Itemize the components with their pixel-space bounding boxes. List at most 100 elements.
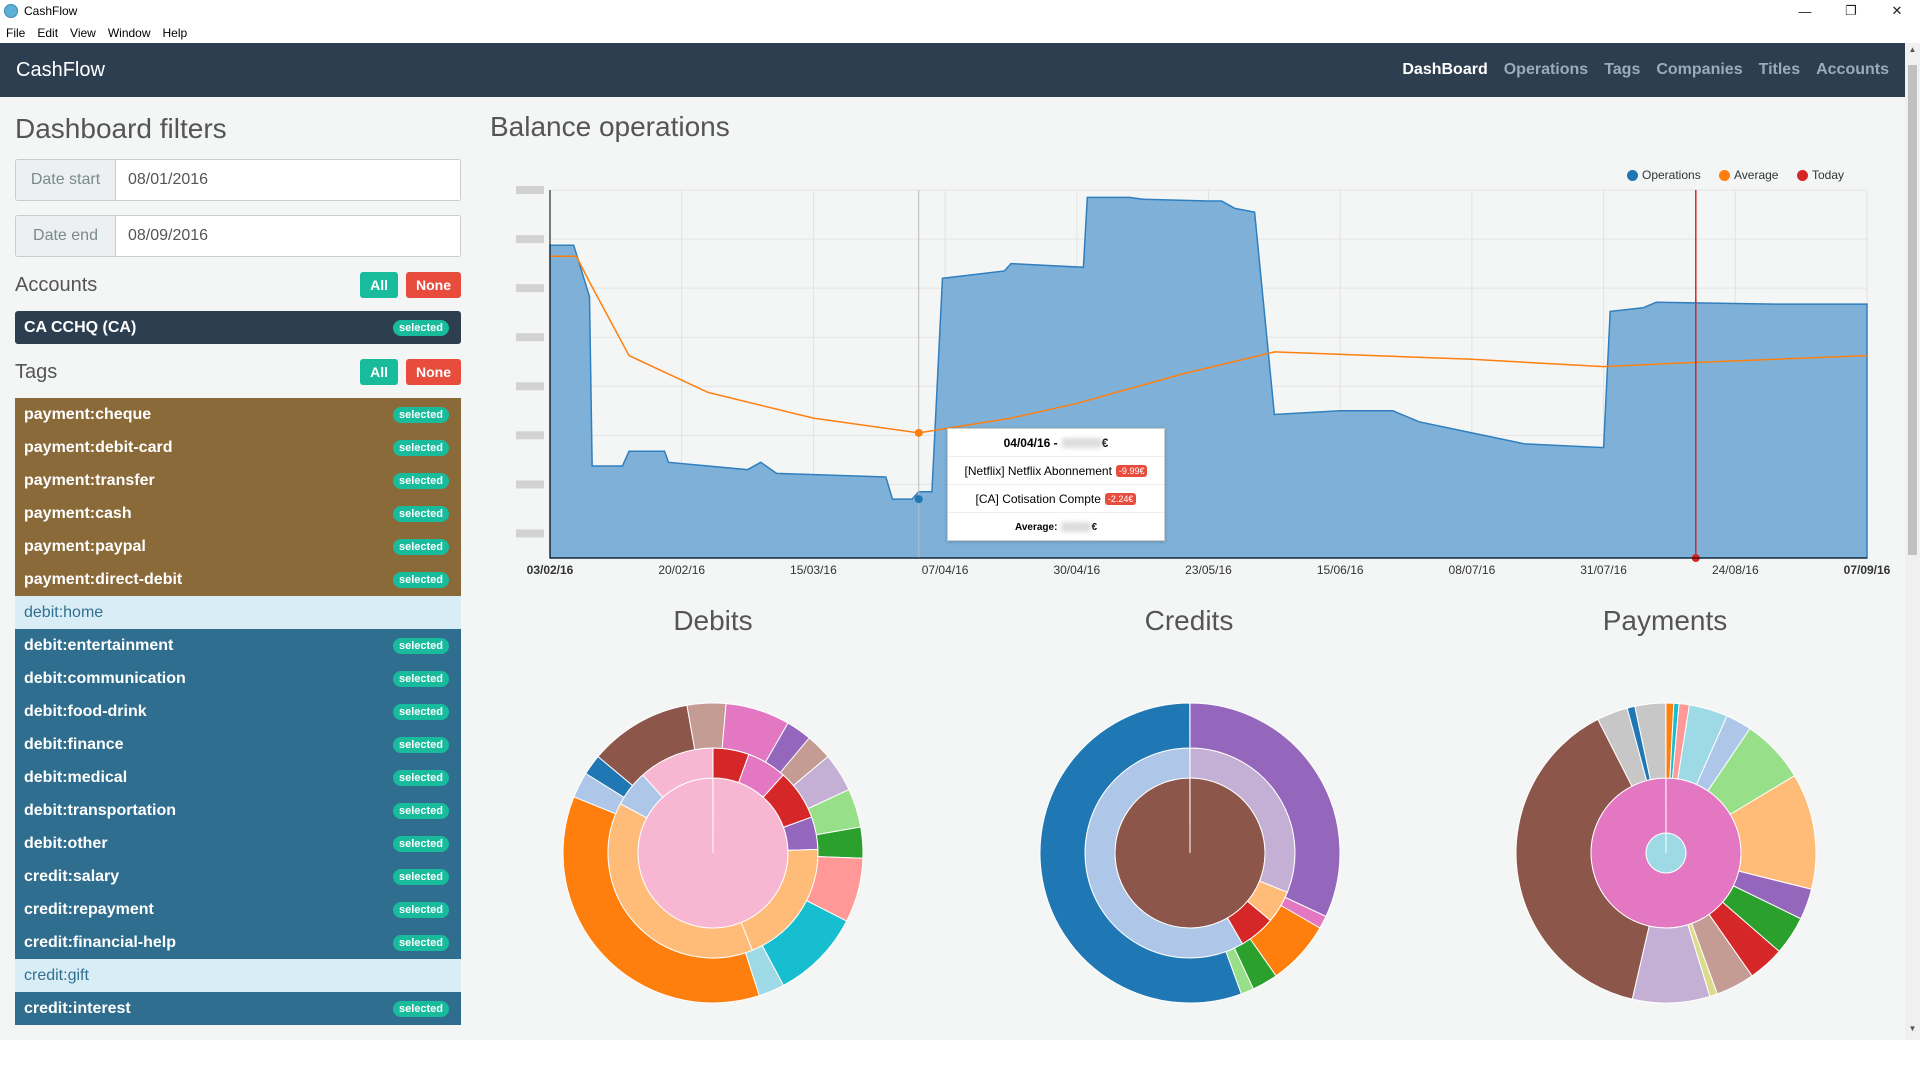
tag-item[interactable]: payment:paypal selected bbox=[15, 530, 461, 563]
operations-area bbox=[549, 196, 1868, 559]
legend-item[interactable]: Average bbox=[1719, 168, 1778, 182]
tag-item[interactable]: payment:cheque selected bbox=[15, 398, 461, 431]
tags-all-button[interactable]: All bbox=[360, 359, 398, 385]
selected-badge: selected bbox=[392, 868, 449, 885]
tag-name: payment:paypal bbox=[24, 537, 146, 555]
nav-dashboard[interactable]: DashBoard bbox=[1402, 61, 1488, 78]
tag-item[interactable]: payment:transfer selected bbox=[15, 464, 461, 497]
selected-badge: selected bbox=[392, 901, 449, 918]
legend-item[interactable]: Today bbox=[1797, 168, 1844, 182]
selected-badge: selected bbox=[392, 670, 449, 687]
main-content: Dashboard filters Date start Date end Ac… bbox=[0, 97, 1905, 1040]
tooltip-average-currency: € bbox=[1091, 521, 1097, 533]
tags-header: Tags All None bbox=[15, 358, 461, 386]
credits-ring-outer[interactable] bbox=[1189, 702, 1341, 918]
selected-badge: selected bbox=[392, 703, 449, 720]
tag-item[interactable]: credit:repayment selected bbox=[15, 893, 461, 926]
nav-accounts[interactable]: Accounts bbox=[1816, 61, 1889, 78]
legend-dot bbox=[1797, 169, 1808, 181]
tags-none-button[interactable]: None bbox=[406, 359, 461, 385]
maximize-button[interactable]: ❐ bbox=[1845, 3, 1857, 18]
selected-badge: selected bbox=[392, 319, 449, 336]
tag-name: debit:home bbox=[24, 603, 104, 621]
credits-ring-outer[interactable] bbox=[1039, 702, 1242, 1004]
date-end-label: Date end bbox=[16, 216, 116, 256]
account-item[interactable]: CA CCHQ (CA) selected bbox=[15, 311, 461, 344]
tag-item[interactable]: payment:debit-card selected bbox=[15, 431, 461, 464]
date-start-input[interactable] bbox=[116, 160, 460, 200]
payments-ring-outer[interactable] bbox=[1515, 718, 1650, 1000]
debits-ring-outer[interactable] bbox=[764, 722, 810, 774]
debits-ring-outer[interactable] bbox=[562, 796, 760, 1004]
balance-title: Balance operations bbox=[490, 111, 730, 142]
nav-tags[interactable]: Tags bbox=[1604, 61, 1641, 78]
debits-center[interactable] bbox=[637, 777, 789, 929]
x-tick-label: 23/05/16 bbox=[1185, 563, 1232, 577]
tag-item[interactable]: payment:direct-debit selected bbox=[15, 563, 461, 596]
legend-item[interactable]: Operations bbox=[1627, 168, 1701, 182]
tag-item[interactable]: credit:financial-help selected bbox=[15, 926, 461, 959]
selected-badge: selected bbox=[392, 406, 449, 423]
brand-logo[interactable]: CashFlow bbox=[16, 58, 105, 81]
x-tick-label: 20/02/16 bbox=[658, 563, 705, 577]
tag-item[interactable]: debit:finance selected bbox=[15, 728, 461, 761]
tooltip-amount1: -9.99€ bbox=[1115, 464, 1148, 477]
scroll-up-icon[interactable]: ▲ bbox=[1908, 45, 1917, 54]
tooltip-line1: [Netflix] Netflix Abonnement bbox=[964, 463, 1112, 478]
date-end-input[interactable] bbox=[116, 216, 460, 256]
accounts-all-button[interactable]: All bbox=[360, 272, 398, 298]
y-tick-label-blurred bbox=[516, 529, 544, 538]
window-titlebar: CashFlow — ❐ ✕ bbox=[0, 0, 1920, 22]
close-button[interactable]: ✕ bbox=[1891, 3, 1903, 18]
menu-help[interactable]: Help bbox=[162, 25, 188, 40]
top-navbar: CashFlow DashBoard Operations Tags Compa… bbox=[0, 43, 1905, 97]
nav-companies[interactable]: Companies bbox=[1656, 61, 1743, 78]
tag-name: payment:debit-card bbox=[24, 438, 173, 456]
vertical-scrollbar[interactable]: ▲ ▼ bbox=[1905, 43, 1920, 1040]
tooltip-balance-blurred bbox=[1061, 437, 1102, 448]
tag-item[interactable]: debit:entertainment selected bbox=[15, 629, 461, 662]
tag-name: debit:finance bbox=[24, 735, 124, 753]
tag-item[interactable]: debit:food-drink selected bbox=[15, 695, 461, 728]
tag-item[interactable]: credit:gift bbox=[15, 959, 461, 992]
scroll-down-icon[interactable]: ▼ bbox=[1908, 1024, 1917, 1033]
sunburst-charts bbox=[562, 702, 1817, 1004]
x-tick-label: 24/08/16 bbox=[1712, 563, 1759, 577]
menu-edit[interactable]: Edit bbox=[37, 25, 59, 40]
date-end-group: Date end bbox=[15, 215, 461, 257]
tooltip-amount2: -2.24€ bbox=[1104, 492, 1137, 505]
scroll-thumb[interactable] bbox=[1908, 65, 1917, 555]
tag-item[interactable]: credit:salary selected bbox=[15, 860, 461, 893]
menu-window[interactable]: Window bbox=[107, 25, 151, 40]
credits-title: Credits bbox=[1144, 605, 1234, 636]
tag-name: payment:transfer bbox=[24, 471, 155, 489]
nav-titles[interactable]: Titles bbox=[1758, 61, 1801, 78]
tag-name: credit:repayment bbox=[24, 900, 154, 918]
x-tick-label: 15/06/16 bbox=[1317, 563, 1364, 577]
tag-item[interactable]: debit:other selected bbox=[15, 827, 461, 860]
minimize-button[interactable]: — bbox=[1798, 3, 1812, 19]
tag-item[interactable]: debit:medical selected bbox=[15, 761, 461, 794]
menu-view[interactable]: View bbox=[70, 25, 96, 40]
y-tick-label-blurred bbox=[516, 431, 544, 440]
tag-name: credit:gift bbox=[24, 966, 89, 984]
menu-file[interactable]: File bbox=[6, 25, 26, 40]
tag-item[interactable]: credit:interest selected bbox=[15, 992, 461, 1025]
window-bottom bbox=[0, 1040, 1920, 1080]
tag-item[interactable]: payment:cash selected bbox=[15, 497, 461, 530]
tooltip-average-blurred bbox=[1061, 522, 1092, 532]
tag-item[interactable]: debit:transportation selected bbox=[15, 794, 461, 827]
credits-center[interactable] bbox=[1114, 777, 1266, 929]
menu-bar: File Edit View Window Help bbox=[0, 22, 1920, 43]
accounts-none-button[interactable]: None bbox=[406, 272, 461, 298]
legend-label: Operations bbox=[1642, 168, 1701, 182]
chart-tooltip: 04/04/16 - € [Netflix] Netflix Abonnement… bbox=[947, 428, 1165, 541]
legend-dot bbox=[1719, 169, 1730, 181]
y-tick-label-blurred bbox=[516, 480, 544, 489]
nav-operations[interactable]: Operations bbox=[1503, 61, 1589, 78]
payments-ring-outer[interactable] bbox=[1634, 702, 1667, 781]
hover-point-average bbox=[914, 428, 923, 437]
hover-point-operations bbox=[914, 495, 923, 504]
tag-item[interactable]: debit:home bbox=[15, 596, 461, 629]
tag-item[interactable]: debit:communication selected bbox=[15, 662, 461, 695]
